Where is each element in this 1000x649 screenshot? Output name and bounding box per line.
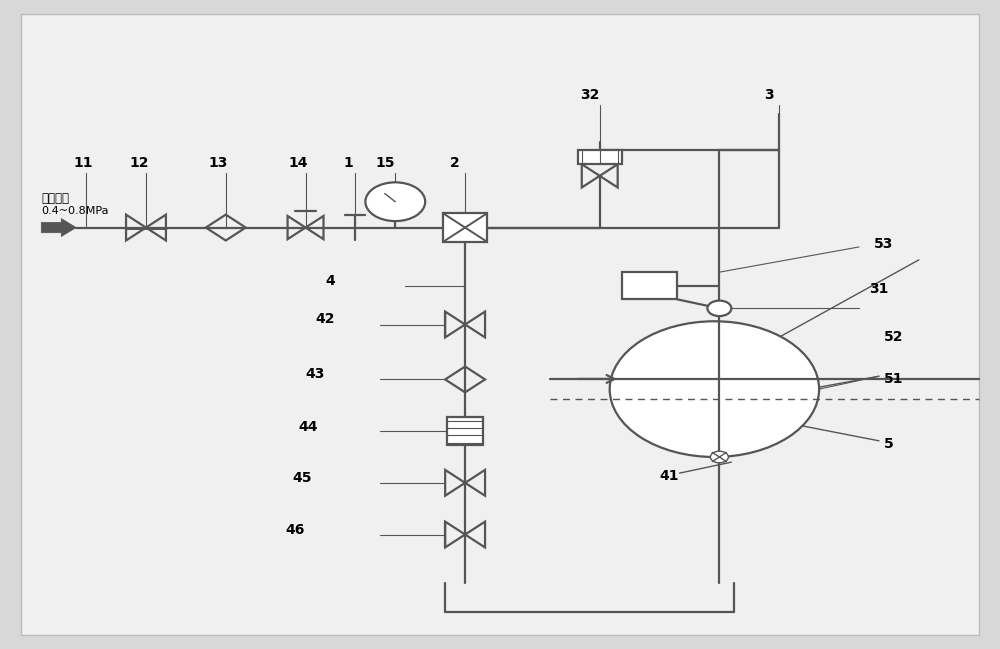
Text: 12: 12	[129, 156, 149, 170]
Circle shape	[707, 300, 731, 316]
Text: 15: 15	[375, 156, 395, 170]
Text: 4: 4	[325, 275, 335, 288]
Polygon shape	[41, 219, 76, 237]
Text: 44: 44	[299, 420, 318, 434]
Text: 41: 41	[660, 469, 679, 484]
Text: 53: 53	[874, 237, 893, 251]
Text: 51: 51	[884, 373, 903, 386]
Text: 13: 13	[209, 156, 228, 170]
Bar	[622, 272, 677, 299]
Circle shape	[365, 182, 425, 221]
Circle shape	[710, 451, 728, 463]
Text: 11: 11	[73, 156, 93, 170]
Text: 饱和蒸汽: 饱和蒸汽	[41, 192, 69, 205]
Text: 14: 14	[289, 156, 308, 170]
Text: 32: 32	[580, 88, 599, 102]
Circle shape	[610, 321, 819, 457]
Bar	[447, 417, 483, 445]
Text: 1: 1	[343, 156, 353, 170]
Text: 42: 42	[316, 312, 335, 326]
Bar	[443, 214, 487, 242]
Text: 5: 5	[884, 437, 894, 451]
Text: 31: 31	[869, 282, 888, 296]
Text: 43: 43	[306, 367, 325, 380]
Bar	[578, 150, 622, 164]
Text: 2: 2	[450, 156, 460, 170]
Text: 45: 45	[293, 471, 312, 485]
Text: 3: 3	[764, 88, 774, 102]
Text: 0.4~0.8MPa: 0.4~0.8MPa	[41, 206, 109, 216]
Text: 46: 46	[286, 523, 305, 537]
Text: 52: 52	[884, 330, 903, 345]
